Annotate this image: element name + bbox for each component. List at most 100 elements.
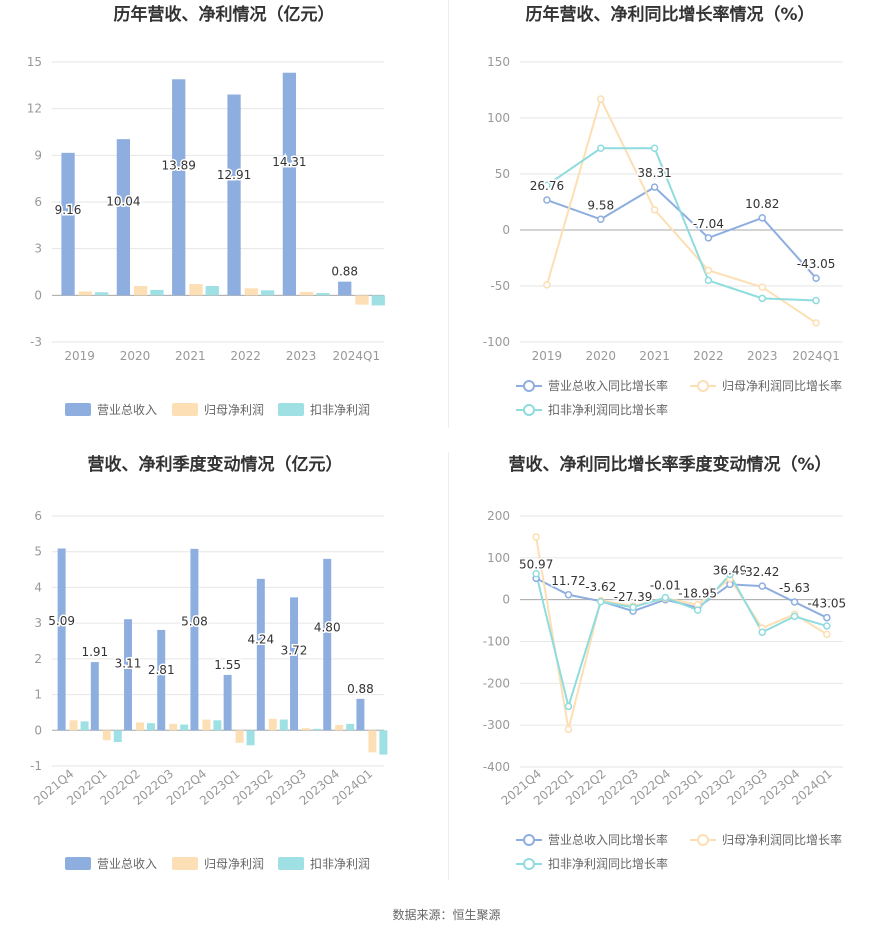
legend-swatch	[172, 403, 198, 416]
y-tick-label: 2	[34, 652, 42, 666]
y-tick-label: 50	[495, 167, 510, 181]
legend-swatch-dot	[697, 834, 709, 846]
divider-top	[448, 0, 449, 428]
bar-revenue	[227, 94, 241, 296]
chart-annual-growth: 历年营收、净利同比增长率情况（%） -100 -50 0 50 100 150 2019 202…	[448, 0, 893, 430]
line-point	[564, 725, 573, 734]
y-tick-label: 12	[27, 102, 42, 116]
bar-data-label: 13.89	[162, 159, 196, 173]
line-data-label: 32.42	[745, 565, 779, 579]
y-tick-label: 150	[487, 55, 510, 69]
x-tick-label: 2019	[532, 349, 563, 363]
bar-deducted-profit	[246, 730, 255, 746]
bar-data-label: 4.80	[314, 620, 341, 634]
line-point	[564, 702, 573, 711]
legend-label: 归母净利润同比增长率	[722, 832, 842, 847]
bar-net-profit	[102, 730, 111, 741]
bar-revenue	[323, 558, 332, 731]
x-tick-label: 2022	[693, 349, 724, 363]
legend-swatch	[278, 857, 304, 870]
line-point	[597, 215, 605, 224]
annual-growth-svg: 历年营收、净利同比增长率情况（%） -100 -50 0 50 100 150 2019 202…	[483, 4, 843, 417]
bar-deducted-profit	[346, 723, 355, 731]
bar-net-profit	[134, 286, 148, 296]
bar-deducted-profit	[316, 293, 330, 296]
bar-deducted-profit	[150, 289, 164, 296]
bar-revenue	[124, 619, 133, 731]
x-tick-label: 2021	[639, 349, 670, 363]
legend-swatch	[65, 403, 91, 416]
bar-revenue	[356, 698, 365, 731]
legend-label: 扣非净利润	[310, 403, 370, 417]
x-tick-label: 2022	[230, 349, 261, 363]
bar-data-label: 1.55	[214, 658, 241, 672]
bar-revenue	[290, 597, 299, 731]
line-data-label: -3.62	[585, 580, 616, 594]
line-point	[812, 274, 820, 282]
line-point	[543, 181, 551, 189]
y-tick-label: 3	[34, 242, 42, 256]
y-tick-label: 0	[502, 593, 510, 607]
y-tick-label: -50	[490, 279, 510, 293]
legend-label: 营业总收入同比增长率	[548, 378, 668, 393]
bar-revenue	[61, 152, 75, 296]
line-series-2	[546, 147, 817, 302]
line-point	[758, 283, 766, 291]
bar-deducted-profit	[312, 728, 321, 731]
legend-label: 营业总收入	[97, 857, 157, 871]
y-tick-label: 100	[487, 111, 510, 125]
line-data-label: 26.76	[530, 179, 564, 193]
bar-net-profit	[169, 723, 178, 731]
bar-deducted-profit	[379, 730, 388, 755]
bar-deducted-profit	[205, 286, 219, 296]
bar-deducted-profit	[80, 721, 89, 731]
legend-swatch-dot	[523, 858, 535, 870]
y-tick-label: -300	[483, 718, 510, 732]
bar-data-label: 10.04	[106, 195, 140, 209]
legend-swatch	[65, 857, 91, 870]
chart-title: 历年营收、净利情况（亿元）	[114, 4, 335, 25]
line-data-label: -43.05	[797, 257, 836, 271]
y-tick-label: -400	[483, 760, 510, 774]
y-tick-label: 200	[487, 509, 510, 523]
legend: 营业总收入 归母净利润 扣非净利润	[65, 403, 370, 417]
bar-net-profit	[355, 295, 369, 305]
y-tick-label: 4	[34, 580, 42, 594]
legend-swatch	[278, 403, 304, 416]
line-data-label: 10.82	[745, 197, 779, 211]
line-point	[790, 598, 799, 606]
bar-net-profit	[300, 291, 314, 296]
line-data-label: 36.49	[713, 563, 747, 577]
bar-deducted-profit	[113, 730, 122, 743]
bar-data-label: 3.11	[115, 657, 142, 671]
bar-revenue	[190, 548, 199, 731]
line-point	[650, 144, 659, 152]
bar-net-profit	[69, 720, 78, 731]
line-point	[812, 319, 820, 327]
bar-revenue	[172, 79, 186, 296]
line-point	[693, 606, 702, 614]
line-data-label: 50.97	[519, 557, 553, 571]
gridlines	[52, 61, 384, 343]
line-point	[704, 234, 713, 242]
x-tick-label: 2024Q1	[792, 349, 840, 363]
legend-label: 营业总收入	[97, 403, 157, 417]
y-tick-label: -1	[30, 759, 42, 773]
y-tick-label: 6	[34, 195, 42, 209]
bar-net-profit	[268, 718, 277, 731]
bar-net-profit	[335, 724, 344, 731]
line-point	[726, 570, 734, 579]
chart-annual-values: 历年营收、净利情况（亿元） -3 0 3 6 9 12 15 2019 2020 2021 2022 2…	[0, 0, 448, 430]
bar-deducted-profit	[260, 290, 275, 296]
bar-net-profit	[78, 291, 92, 296]
annual-values-svg: 历年营收、净利情况（亿元） -3 0 3 6 9 12 15 2019 2020 2021 2022 2…	[27, 4, 385, 417]
line-series-1	[545, 96, 817, 324]
line-point	[704, 276, 713, 285]
bar-net-profit	[235, 730, 244, 743]
x-tick-label: 2019	[64, 349, 95, 363]
legend-label: 归母净利润	[204, 403, 264, 417]
line-data-label: -18.95	[678, 587, 717, 601]
divider-bottom	[448, 452, 449, 880]
